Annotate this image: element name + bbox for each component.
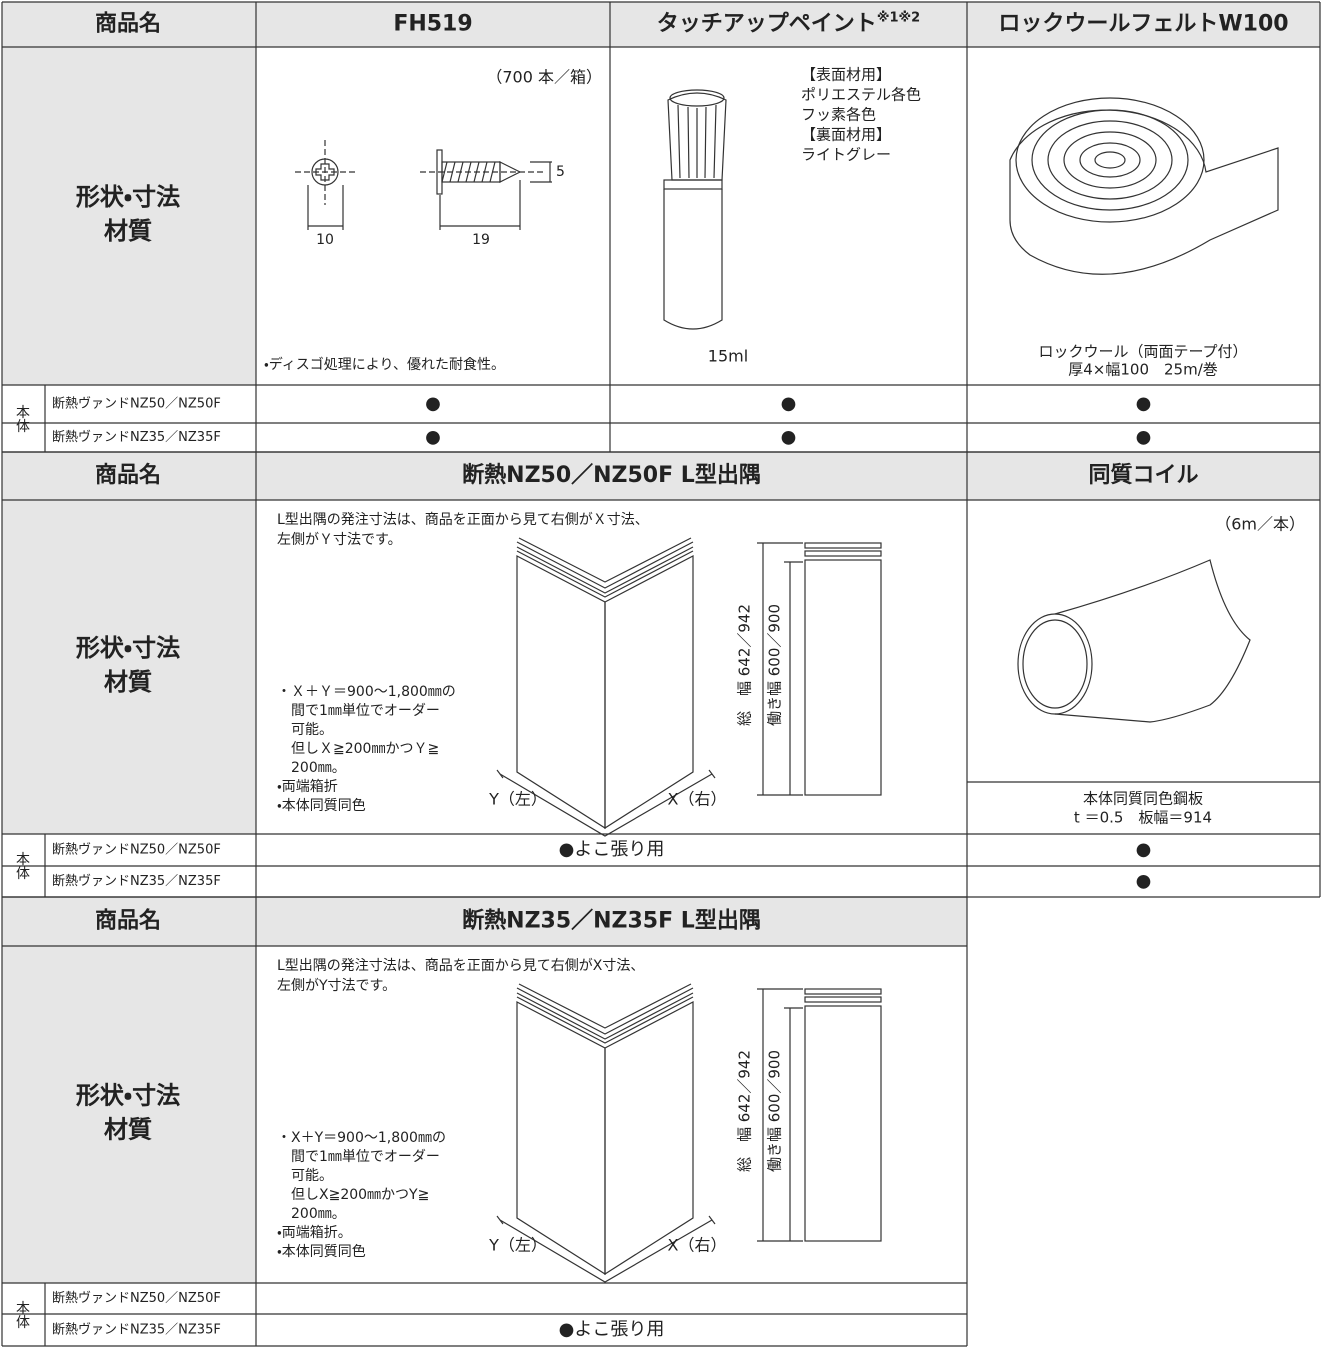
body-label: 本体 <box>14 1301 30 1329</box>
color-text: ポリエステル各色 <box>801 86 921 104</box>
cell-mark: ● <box>781 427 797 448</box>
note: 200㎜。 <box>277 760 346 776</box>
note: ・本体同質同色 <box>277 1243 366 1260</box>
shape-label: 材質 <box>104 217 152 245</box>
dim-text: 総 幅 642／942 <box>736 1050 754 1172</box>
header-bg <box>2 897 967 946</box>
note: 間で1㎜単位でオーダー <box>277 703 440 719</box>
product-name: 断熱NZ35／NZ35F L型出隅 <box>462 908 761 934</box>
side-label: Y（左） <box>488 1236 547 1255</box>
volume: 15ml <box>708 347 748 366</box>
note: 可能。 <box>277 1168 333 1184</box>
intro: 左側がＹ寸法です。 <box>277 532 402 548</box>
backgrounds <box>2 2 1320 1283</box>
product-name-text: ロックウールフェルトW100 <box>998 12 1288 37</box>
body-label: 本体 <box>14 405 30 433</box>
label-bg <box>2 500 256 834</box>
side-label: X（右） <box>668 790 727 809</box>
caption: t ＝0.5 板幅＝914 <box>1074 809 1212 827</box>
cell-mark: ● <box>1136 839 1152 860</box>
caption: ・ディスゴ処理により、優れた耐食性。 <box>264 356 505 373</box>
color-text: フッ素各色 <box>801 106 876 124</box>
shape-label: 材質 <box>104 668 152 696</box>
note: 200㎜。 <box>277 1206 346 1222</box>
product-name: 同質コイル <box>1088 462 1198 488</box>
row-label: 断熱ヴァンドNZ35／NZ35F <box>52 429 221 445</box>
note: （6m／本） <box>1215 515 1305 534</box>
cell-mark: ● <box>425 427 441 448</box>
note: ・両端箱折。 <box>277 1225 352 1241</box>
cell-mark: ● <box>1136 427 1152 448</box>
row-label: 断熱ヴァンドNZ50／NZ50F <box>52 842 221 858</box>
side-label: X（右） <box>668 1236 727 1255</box>
dim: 10 <box>316 232 334 248</box>
shape-label: 形状・寸法 <box>76 183 180 211</box>
cell-mark: ●よこ張り用 <box>559 1319 665 1340</box>
header-label: 商品名 <box>95 462 161 488</box>
row-label: 断熱ヴァンドNZ35／NZ35F <box>52 1322 221 1338</box>
header-bg <box>2 452 1320 500</box>
product-name: 断熱NZ50／NZ50F L型出隅 <box>462 462 761 488</box>
note: ・X＋Y＝900～1,800㎜の <box>277 1130 446 1146</box>
dim-text: 総 幅 642／942 <box>736 604 754 726</box>
cell-mark: ●よこ張り用 <box>559 839 665 860</box>
note: 可能。 <box>277 722 333 738</box>
color-text: ライトグレー <box>801 146 891 164</box>
note: ・本体同質同色 <box>277 797 366 814</box>
intro: L型出隅の発注寸法は、商品を正面から見て右側がX寸法、 <box>277 958 644 974</box>
shape-label: 材質 <box>104 1116 152 1144</box>
row-label: 断熱ヴァンドNZ50／NZ50F <box>52 1290 221 1306</box>
shape-label: 形状・寸法 <box>76 634 180 662</box>
note: 間で1㎜単位でオーダー <box>277 1149 440 1165</box>
note: 但しＸ≧200㎜かつＹ≧ <box>277 741 439 757</box>
caption: 本体同質同色鋼板 <box>1083 790 1203 808</box>
intro: L型出隅の発注寸法は、商品を正面から見て右側がＸ寸法、 <box>277 512 649 528</box>
color-text: 【表面材用】 <box>801 66 891 84</box>
note: 但しX≧200㎜かつY≧ <box>277 1187 429 1203</box>
dim: 19 <box>472 232 490 248</box>
product-name: ロックウールフェルトW100 <box>998 12 1288 37</box>
dim-text: 働き幅 600／900 <box>766 604 784 726</box>
row-label: 断熱ヴァンドNZ50／NZ50F <box>52 396 221 412</box>
note: （700 本／箱） <box>486 68 602 87</box>
header-bg <box>2 2 1320 47</box>
caption: 厚4×幅100 25m/巻 <box>1068 361 1218 379</box>
header-label: 商品名 <box>95 11 161 37</box>
dim: 5 <box>556 164 565 180</box>
product-name: タッチアップペイント※1※2 <box>657 10 920 37</box>
shape-label: 形状・寸法 <box>76 1082 180 1110</box>
note: ・両端箱折 <box>277 779 338 795</box>
product-name-text: タッチアップペイント <box>657 12 877 37</box>
caption: ロックウール（両面テープ付） <box>1038 343 1247 361</box>
intro: 左側がY寸法です。 <box>277 978 396 994</box>
header-label: 商品名 <box>95 908 161 934</box>
note: ・Ｘ＋Ｙ＝900～1,800㎜の <box>277 684 456 700</box>
body-label: 本体 <box>14 852 30 880</box>
cell-mark: ● <box>425 393 441 414</box>
label-bg <box>2 946 256 1283</box>
product-name: FH519 <box>393 12 472 37</box>
label-bg <box>2 47 256 385</box>
product-name-text: FH519 <box>393 12 472 37</box>
product-name-text: 同質コイル <box>1088 462 1198 488</box>
product-name-text: 断熱NZ35／NZ35F L型出隅 <box>462 908 761 934</box>
row-label: 断熱ヴァンドNZ35／NZ35F <box>52 873 221 889</box>
cell-mark: ● <box>781 393 797 414</box>
product-name-text: 断熱NZ50／NZ50F L型出隅 <box>462 462 761 488</box>
side-label: Y（左） <box>488 790 547 809</box>
color-text: 【裏面材用】 <box>801 126 891 144</box>
cell-mark: ● <box>1136 871 1152 892</box>
product-name-sup: ※1※2 <box>877 10 920 25</box>
dim-text: 働き幅 600／900 <box>766 1050 784 1172</box>
drawings <box>295 89 1279 1283</box>
cell-mark: ● <box>1136 393 1152 414</box>
